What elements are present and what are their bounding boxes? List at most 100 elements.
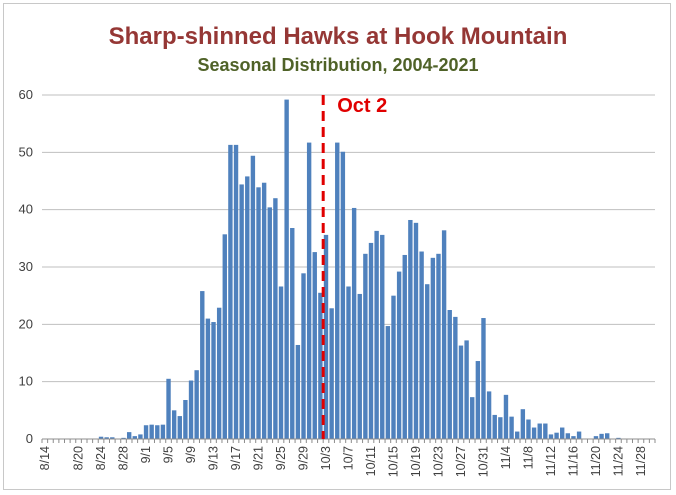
y-tick-label: 50	[19, 144, 33, 159]
bar	[340, 151, 346, 439]
x-tick-label: 10/15	[386, 446, 400, 477]
bar	[576, 431, 582, 439]
x-tick-label: 10/19	[409, 446, 423, 477]
y-axis-ticks: 0 10 20 30 40 50 60	[19, 87, 33, 446]
bar	[200, 291, 205, 439]
bar	[531, 427, 537, 439]
bar	[419, 251, 424, 439]
bar	[166, 378, 171, 439]
bar	[486, 391, 492, 439]
bar	[537, 423, 542, 439]
bar	[233, 144, 239, 439]
gridlines	[42, 94, 655, 383]
bar	[267, 207, 272, 439]
x-tick-label: 10/3	[319, 446, 333, 470]
bar	[351, 207, 357, 439]
bar	[520, 409, 526, 439]
x-tick-label: 11/12	[544, 446, 558, 476]
x-tick-label: 10/7	[342, 446, 356, 470]
bar	[391, 295, 396, 439]
bar	[554, 432, 559, 439]
bar	[222, 234, 227, 439]
bar	[138, 434, 143, 439]
x-tick-label: 9/21	[252, 446, 266, 470]
bar	[565, 433, 571, 439]
x-tick-label: 9/9	[184, 446, 198, 463]
bar	[408, 219, 413, 439]
bar	[368, 242, 374, 439]
x-tick-label: 11/8	[521, 446, 535, 469]
bar	[498, 417, 503, 439]
x-tick-label: 8/14	[38, 446, 52, 470]
bar	[143, 425, 149, 439]
x-tick-label: 9/29	[297, 446, 311, 470]
bar	[374, 230, 379, 439]
x-tick-label: 10/11	[364, 446, 378, 476]
bar	[290, 228, 295, 439]
x-tick-label: 10/31	[476, 446, 490, 477]
y-tick-label: 10	[19, 374, 33, 389]
bar	[160, 424, 166, 439]
bar	[239, 184, 244, 439]
bar	[458, 345, 464, 439]
bar	[323, 234, 329, 439]
bar	[155, 425, 160, 439]
bar	[599, 433, 604, 439]
bar	[464, 340, 469, 439]
bar	[357, 293, 362, 439]
y-tick-label: 30	[19, 259, 33, 274]
bar	[430, 257, 436, 439]
bar	[284, 99, 289, 439]
x-tick-label: 10/23	[431, 446, 445, 477]
bar	[515, 431, 520, 439]
annotations: Oct 2	[321, 95, 387, 439]
chart-title: Sharp-shinned Hawks at Hook Mountain	[109, 23, 568, 50]
bar	[98, 436, 104, 439]
bar	[441, 230, 447, 439]
bar	[470, 397, 475, 439]
bar	[380, 234, 385, 439]
bar	[346, 286, 351, 439]
bar	[273, 198, 278, 439]
x-tick-label: 11/20	[589, 446, 603, 476]
bar	[402, 254, 407, 439]
bar	[171, 410, 177, 439]
bar	[121, 437, 126, 439]
bar	[205, 318, 211, 439]
y-tick-label: 40	[19, 202, 33, 217]
bar	[385, 326, 391, 439]
bar	[616, 437, 621, 439]
bar	[256, 187, 261, 439]
bars	[98, 99, 621, 439]
bar	[605, 433, 610, 439]
bar	[425, 284, 430, 439]
bar	[126, 432, 132, 439]
x-tick-label: 9/1	[139, 446, 153, 463]
bar	[278, 286, 284, 439]
bar	[177, 416, 182, 439]
x-tick-label: 8/20	[72, 446, 86, 470]
y-tick-label: 60	[19, 87, 33, 102]
bar	[481, 318, 486, 439]
bar	[413, 222, 419, 439]
bar	[447, 310, 452, 439]
bar	[396, 271, 402, 439]
x-tick-label: 9/17	[229, 446, 243, 470]
x-tick-label: 9/13	[207, 446, 221, 470]
bar	[188, 380, 194, 439]
bar	[526, 419, 531, 439]
bar	[301, 273, 306, 439]
bar	[306, 142, 312, 439]
bar	[509, 416, 514, 439]
x-tick-label: 8/28	[117, 446, 131, 470]
x-tick-label: 8/24	[94, 446, 108, 470]
bar	[245, 176, 250, 439]
bar	[261, 182, 267, 439]
y-tick-label: 0	[26, 431, 33, 446]
bar	[571, 436, 576, 439]
x-axis	[41, 438, 656, 443]
bar	[503, 394, 509, 439]
bar	[295, 344, 301, 439]
x-tick-label: 11/4	[499, 446, 513, 469]
